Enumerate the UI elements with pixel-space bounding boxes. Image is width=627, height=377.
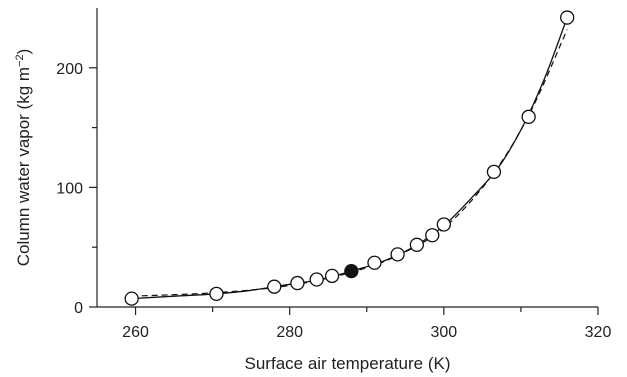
x-tick-label: 320	[585, 324, 612, 341]
y-tick-label: 100	[56, 180, 83, 197]
open-data-point	[521, 109, 536, 124]
open-data-point	[390, 247, 405, 262]
y-axis-title-main: Column water vapor (kg m	[14, 67, 33, 266]
open-data-point	[486, 164, 502, 180]
open-data-point	[290, 275, 305, 291]
y-axis-title-superscript: −2	[14, 54, 26, 67]
open-data-point	[209, 286, 224, 301]
open-data-point	[409, 237, 425, 252]
x-tick-label: 260	[122, 324, 149, 341]
axis-labels: Surface air temperature (K) Column water…	[14, 49, 450, 373]
open-data-point	[324, 268, 340, 284]
open-data-point	[425, 228, 440, 243]
open-data-point	[560, 10, 575, 25]
open-data-point	[124, 291, 139, 306]
y-tick-label: 200	[56, 61, 83, 78]
y-axis-title: Column water vapor (kg m−2)	[14, 49, 33, 267]
open-data-point	[367, 255, 382, 270]
x-tick-label: 300	[430, 324, 457, 341]
data-points	[124, 10, 575, 306]
y-axis-title-tail: )	[14, 49, 33, 55]
x-tick-label: 280	[276, 324, 303, 341]
solid-curve-line	[131, 17, 568, 300]
open-data-point	[267, 279, 282, 294]
y-tick-label: 0	[74, 300, 83, 317]
filled-data-point	[344, 263, 359, 279]
open-data-point	[436, 217, 451, 232]
axes: 260 280 300 320 0 100 200	[56, 8, 611, 341]
x-axis-title: Surface air temperature (K)	[245, 354, 451, 373]
curve-lines	[131, 17, 568, 300]
open-data-point	[309, 272, 324, 287]
